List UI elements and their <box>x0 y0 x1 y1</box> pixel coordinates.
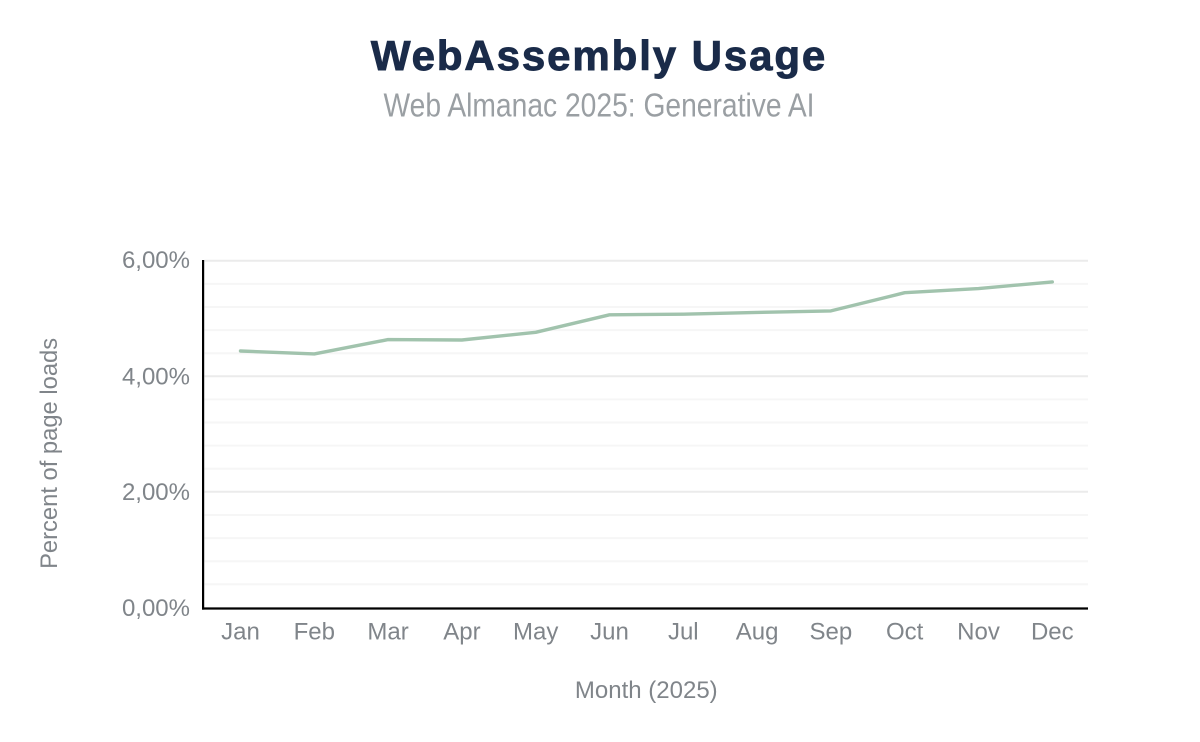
svg-text:Apr: Apr <box>443 619 480 646</box>
svg-text:Web Almanac 2025: Generative A: Web Almanac 2025: Generative AI <box>384 86 815 123</box>
svg-text:4,00%: 4,00% <box>122 364 190 391</box>
svg-text:Jan: Jan <box>221 619 260 646</box>
svg-text:Sep: Sep <box>810 619 853 646</box>
svg-text:Jul: Jul <box>668 619 699 646</box>
svg-text:Percent of page loads: Percent of page loads <box>36 338 63 569</box>
svg-text:May: May <box>513 619 558 646</box>
svg-text:2,00%: 2,00% <box>122 479 190 506</box>
svg-text:Feb: Feb <box>294 619 335 646</box>
svg-text:Dec: Dec <box>1031 619 1074 646</box>
svg-text:Oct: Oct <box>886 619 924 646</box>
svg-text:Jun: Jun <box>590 619 629 646</box>
svg-text:WebAssembly Usage: WebAssembly Usage <box>371 32 827 79</box>
svg-text:6,00%: 6,00% <box>122 247 190 274</box>
svg-text:Aug: Aug <box>736 619 779 646</box>
svg-text:Mar: Mar <box>367 619 408 646</box>
svg-text:Nov: Nov <box>957 619 1000 646</box>
svg-text:0,00%: 0,00% <box>122 595 190 622</box>
svg-text:Month (2025): Month (2025) <box>575 677 718 704</box>
